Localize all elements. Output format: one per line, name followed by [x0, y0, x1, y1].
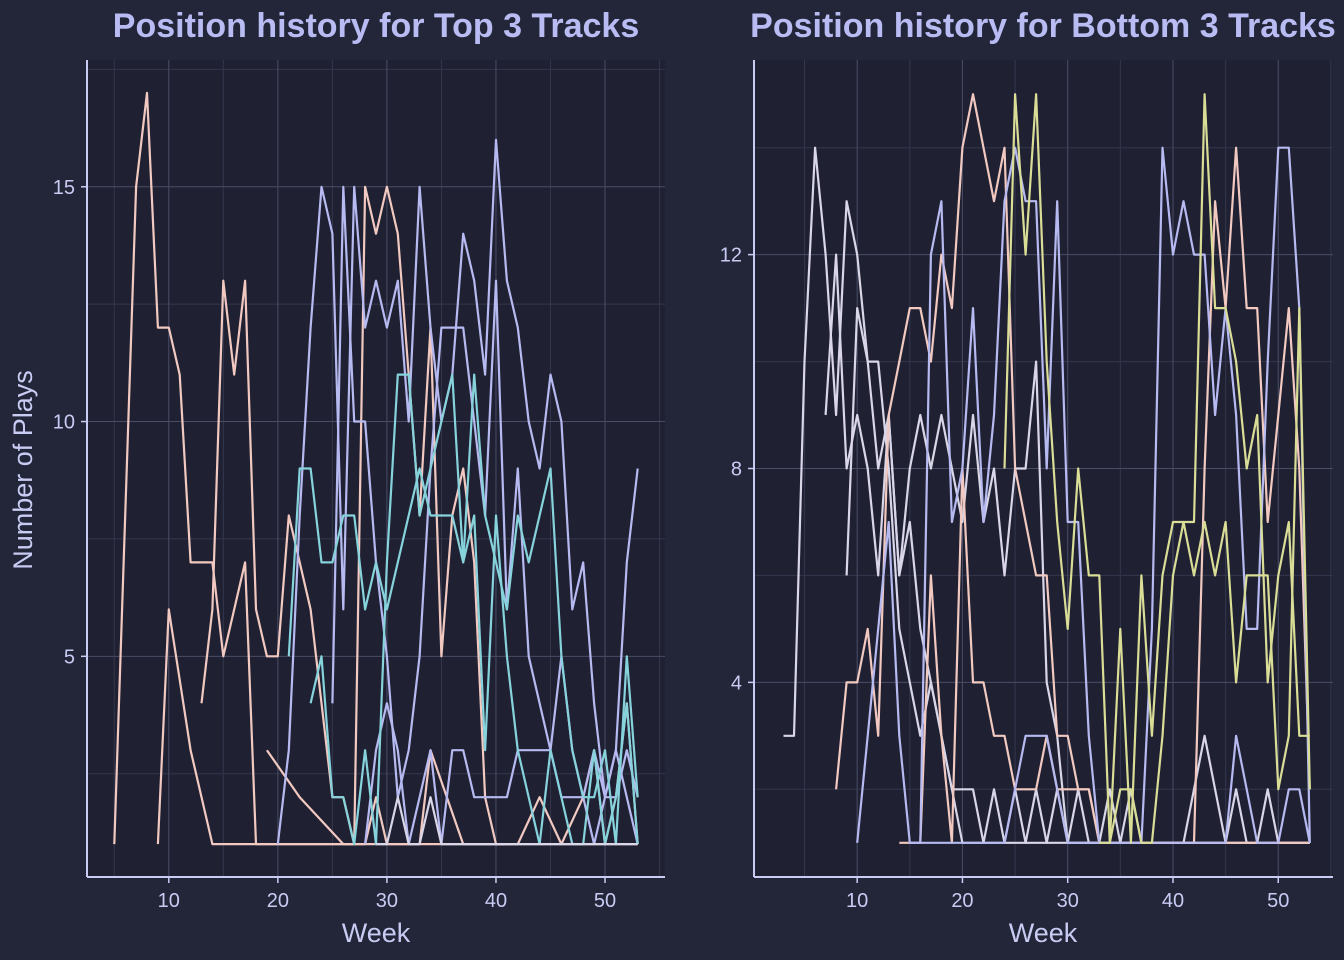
y-tick-label: 10 — [53, 412, 75, 434]
x-tick-label: 20 — [267, 890, 289, 912]
y-tick-label: 12 — [720, 245, 742, 267]
chart-title: Position history for Top 3 Tracks — [113, 7, 639, 45]
series-line-7 — [364, 702, 639, 846]
x-tick-label: 10 — [846, 890, 868, 912]
x-tick-label: 10 — [158, 890, 180, 912]
x-tick-label: 40 — [485, 890, 507, 912]
chart-panel-1: 10 20 30 40 50 5 10 15 Position history for Top … — [8, 7, 665, 948]
x-tick-label: 30 — [376, 890, 398, 912]
x-tick-label: 40 — [1162, 890, 1184, 912]
series-line-8 — [1003, 93, 1310, 844]
x-tick-label: 50 — [1267, 890, 1289, 912]
x-tick-label: 30 — [1057, 890, 1079, 912]
plot-panel-background — [87, 60, 665, 877]
series-line-9 — [1099, 307, 1311, 844]
series-line-6 — [856, 146, 1311, 844]
series-group — [783, 93, 1311, 844]
y-axis-title: Number of Plays — [8, 370, 38, 570]
series-group — [113, 91, 639, 846]
series-line-10 — [376, 796, 638, 846]
y-tick-label: 8 — [731, 459, 742, 481]
x-tick-label: 50 — [594, 890, 616, 912]
x-axis-title: Week — [1009, 918, 1078, 948]
y-tick-label: 15 — [53, 177, 75, 199]
x-axis-title: Week — [342, 918, 411, 948]
y-tick-label: 4 — [731, 672, 742, 694]
y-tick-label: 5 — [64, 646, 75, 668]
series-line-4 — [835, 93, 1311, 844]
chart-title: Position history for Bottom 3 Tracks — [750, 7, 1336, 45]
x-tick-label: 20 — [951, 890, 973, 912]
chart-panel-2: 10 20 30 40 50 4 8 12 Position history for Botto… — [720, 7, 1336, 948]
